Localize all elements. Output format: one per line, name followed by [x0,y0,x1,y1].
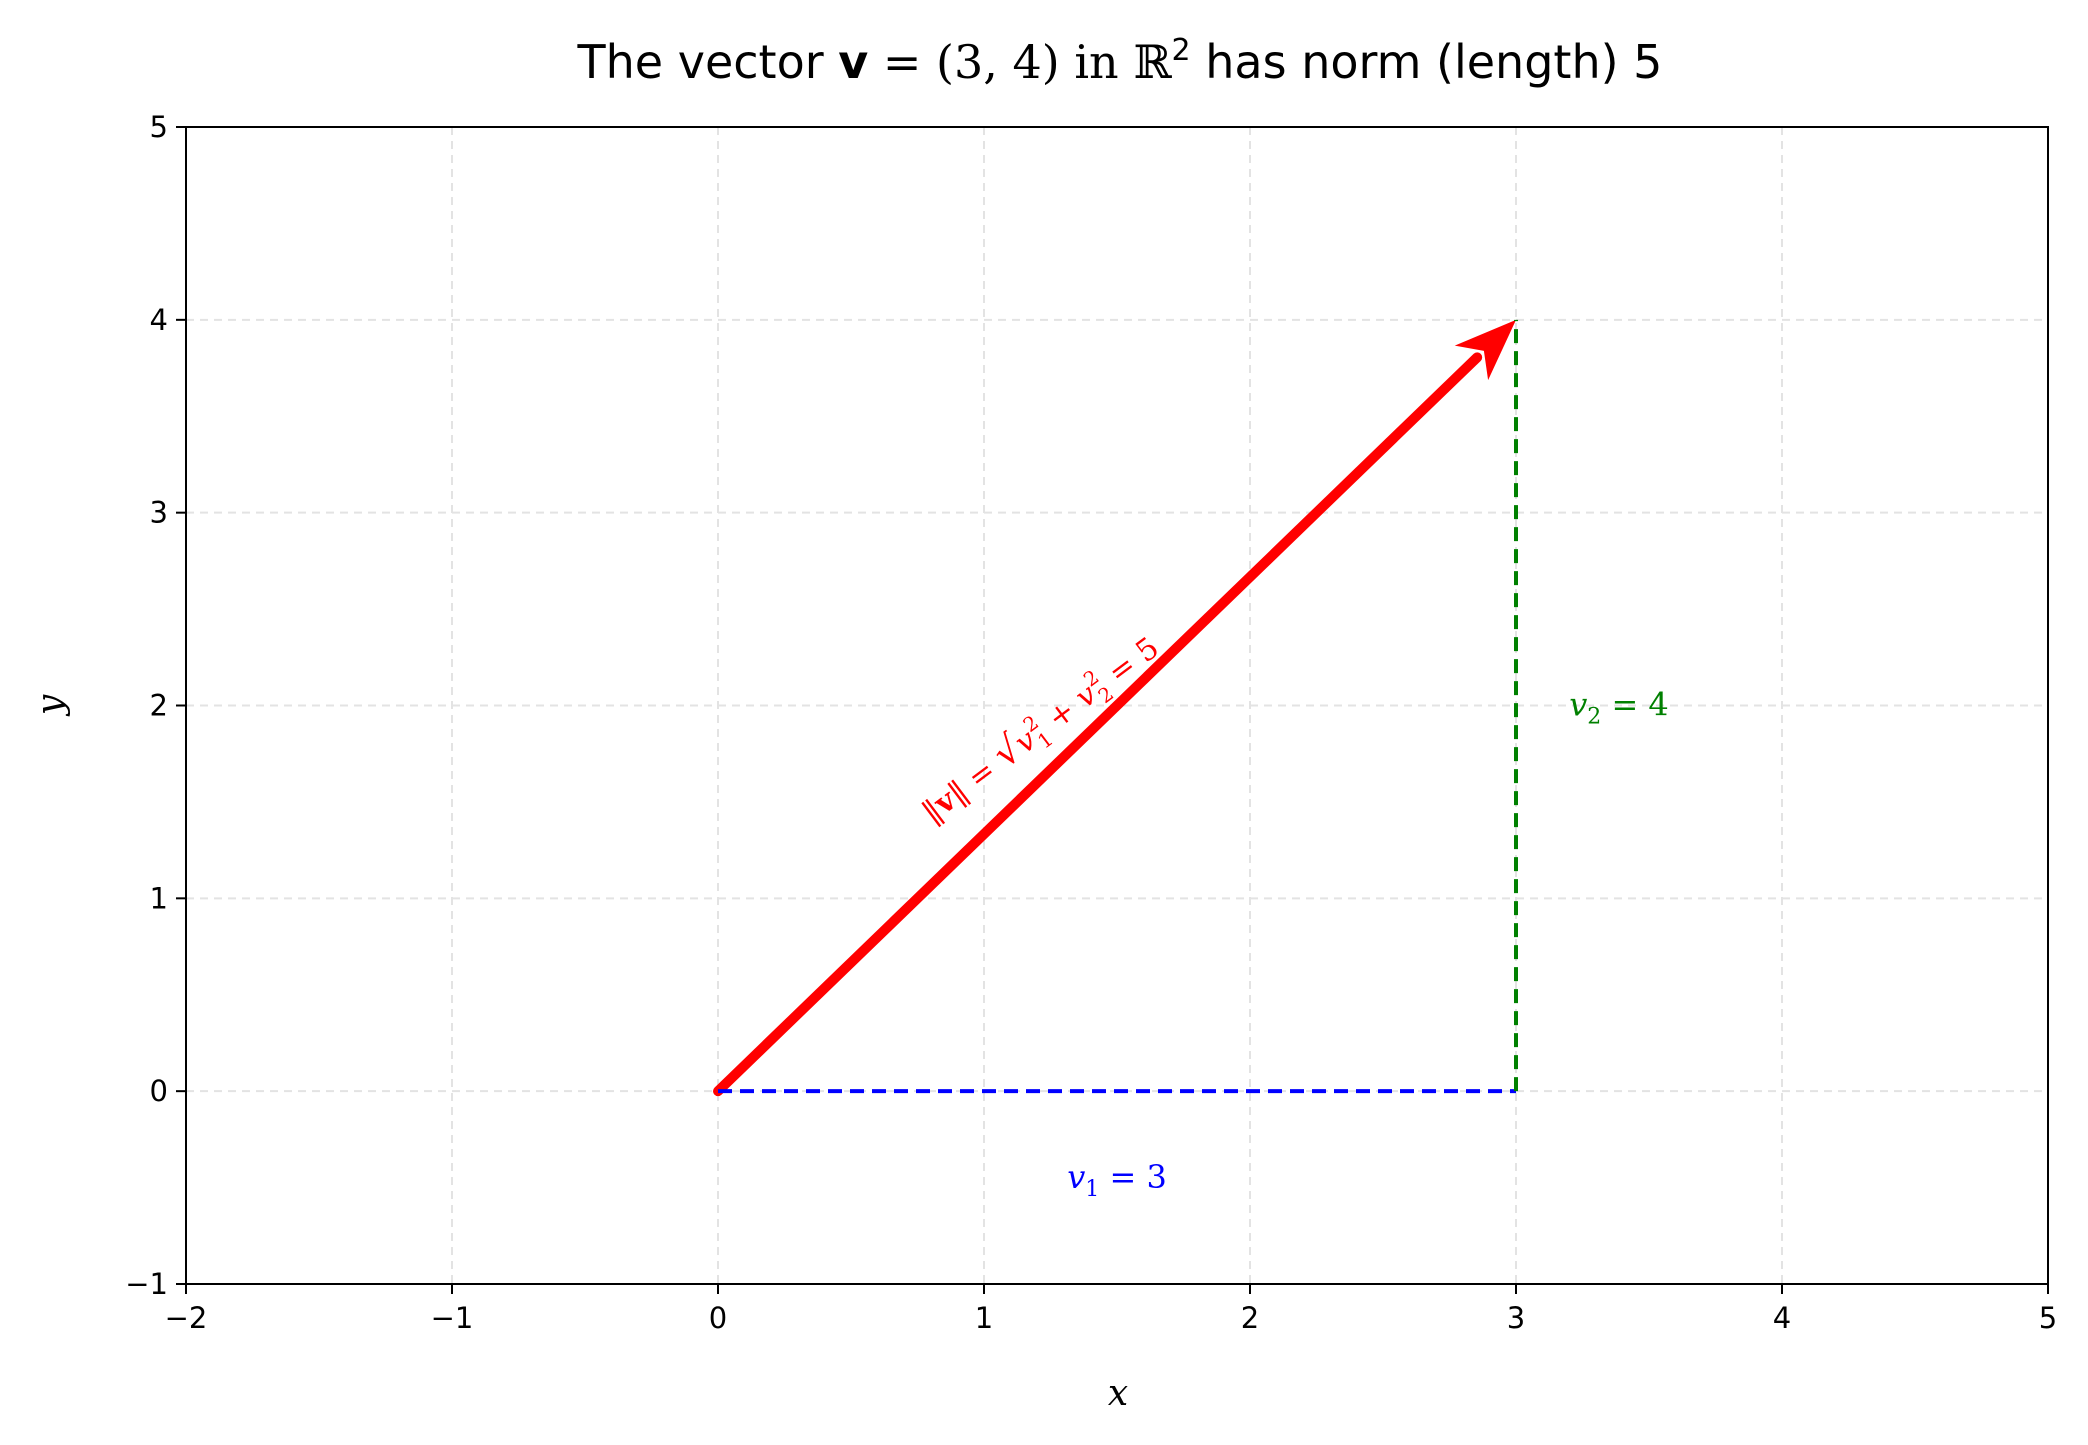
y-tick-label: −1 [125,1267,168,1301]
y-tick-label: 0 [150,1074,168,1108]
x-tick-label: 4 [1773,1301,1791,1335]
x-axis-label: x [1108,1373,1128,1414]
x-tick-label: −1 [431,1301,474,1335]
y-tick-label: 2 [150,689,168,723]
x-tick-label: 0 [709,1301,727,1335]
y-axis-ticks: −1 0 1 2 3 4 5 [125,110,186,1301]
y-axis-label: y [30,694,71,717]
x-tick-label: 1 [975,1301,993,1335]
vector-arrow-shaft [713,352,1483,1097]
x-tick-label: −2 [165,1301,208,1335]
chart-title: The vector v = (3, 4) in ℝ2 has norm (le… [577,33,1663,89]
x-tick-label: 5 [2039,1301,2057,1335]
x-axis-ticks: −2 −1 0 1 2 3 4 5 [165,1284,2057,1335]
v1-annotation: v1 = 3 [1067,1158,1167,1202]
y-tick-label: 4 [150,303,168,337]
vector-arrow-head [1454,319,1516,381]
y-tick-label: 1 [150,881,168,915]
y-tick-label: 5 [150,110,168,144]
y-tick-label: 3 [150,496,168,530]
x-tick-label: 3 [1507,1301,1525,1335]
v2-annotation: v2 = 4 [1569,686,1669,730]
x-tick-label: 2 [1241,1301,1259,1335]
chart-marks [713,319,1518,1097]
